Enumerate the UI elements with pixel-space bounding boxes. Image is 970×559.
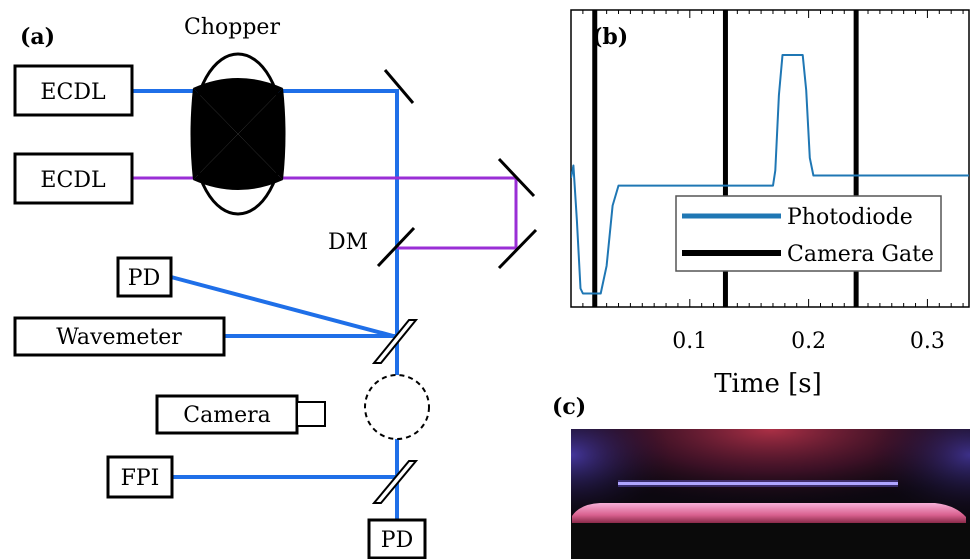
camera-box: Camera bbox=[155, 394, 326, 435]
pd-bottom-box: PD bbox=[367, 518, 427, 559]
x-axis-label: Time [s] bbox=[714, 369, 822, 399]
panel-b-label: (b) bbox=[592, 24, 628, 50]
photodiode-series-line bbox=[571, 54, 969, 295]
beam-splitter-bottom bbox=[371, 460, 419, 504]
beam-ecdl-bottom bbox=[132, 176, 518, 250]
pd-top-box: PD bbox=[116, 256, 173, 298]
cell-base bbox=[571, 523, 970, 559]
laser-line bbox=[618, 482, 898, 485]
beam-splitter-top bbox=[371, 319, 419, 364]
fpi-box: FPI bbox=[106, 455, 174, 499]
wavemeter-label: Wavemeter bbox=[56, 325, 182, 350]
mirror-right-bottom bbox=[497, 228, 538, 270]
legend-box bbox=[675, 195, 942, 272]
vapor-cell bbox=[364, 374, 430, 440]
ecdl-bottom-label: ECDL bbox=[40, 168, 106, 193]
legend: Photodiode Camera Gate bbox=[675, 195, 942, 272]
mirror-top bbox=[383, 69, 415, 104]
panel-a-label: (a) bbox=[20, 24, 55, 50]
glowing-cell bbox=[572, 503, 966, 523]
x-tick-label: 0.1 bbox=[672, 329, 707, 354]
fpi-label: FPI bbox=[121, 466, 160, 491]
mirror-right-top bbox=[497, 157, 536, 198]
chopper-label: Chopper bbox=[184, 15, 280, 40]
wavemeter-box: Wavemeter bbox=[13, 316, 226, 357]
panel-c: (c) bbox=[552, 394, 970, 559]
dm-label: DM bbox=[328, 230, 368, 255]
pd-top-label: PD bbox=[128, 266, 160, 291]
x-tick-label: 0.3 bbox=[910, 329, 945, 354]
beam-to-pd-top bbox=[170, 275, 398, 339]
panel-b: 0.1 0.2 0.3 (b) Time [s] Photodiode Camera… bbox=[570, 9, 970, 399]
camera-lens-icon bbox=[296, 401, 326, 427]
mirrors bbox=[383, 69, 538, 270]
plasma-photo bbox=[571, 429, 970, 559]
panel-c-label: (c) bbox=[552, 394, 586, 420]
legend-label-camera-gate: Camera Gate bbox=[787, 242, 934, 267]
pd-bottom-label: PD bbox=[381, 528, 413, 553]
legend-label-photodiode: Photodiode bbox=[787, 205, 913, 230]
camera-label: Camera bbox=[183, 403, 270, 428]
panel-a: (a) Chopper DM bbox=[13, 15, 538, 559]
ecdl-bottom-box: ECDL bbox=[13, 152, 134, 205]
dichroic-mirror bbox=[376, 226, 416, 268]
x-axis: 0.1 0.2 0.3 bbox=[570, 10, 964, 354]
ecdl-top-box: ECDL bbox=[13, 64, 134, 117]
ecdl-top-label: ECDL bbox=[40, 80, 106, 105]
chopper bbox=[190, 52, 286, 216]
x-tick-label: 0.2 bbox=[791, 329, 826, 354]
purple-beams bbox=[132, 176, 518, 250]
